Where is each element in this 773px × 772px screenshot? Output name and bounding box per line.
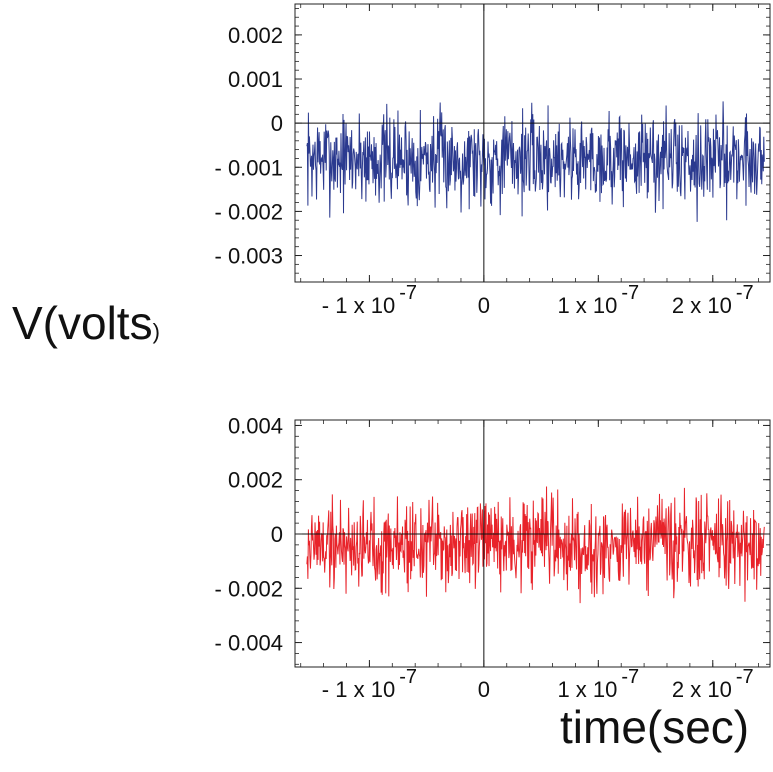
x-tick-label: 2 x 10 -7 xyxy=(672,282,754,318)
series-line xyxy=(306,486,765,604)
bottom-voltage-plot: 0.004 0.002 0 - 0.002 - 0.004 - 1 x 10 -7 0 1 x … xyxy=(215,413,771,702)
top-voltage-plot: 0.002 0.001 0 - 0.001 - 0.002 - 0.003 - 1 x 10… xyxy=(215,3,771,318)
x-tick-label: 0 xyxy=(478,677,490,702)
x-tick-label: 1 x 10 -7 xyxy=(557,666,639,702)
x-axis-label: time(sec) xyxy=(560,701,750,753)
x-tick-label: - 1 x 10 -7 xyxy=(322,666,417,702)
y-tick-label: 0 xyxy=(271,111,283,136)
plot-frame xyxy=(294,419,771,668)
y-tick-label: 0.002 xyxy=(228,23,283,48)
y-tick-label: 0.004 xyxy=(228,413,283,438)
y-tick-label: - 0.002 xyxy=(215,199,284,224)
y-tick-label: 0 xyxy=(271,522,283,547)
x-tick-label: 0 xyxy=(478,293,490,318)
y-tick-label: - 0.004 xyxy=(215,631,284,656)
y-tick-label: - 0.003 xyxy=(215,244,284,269)
y-tick-label: - 0.001 xyxy=(215,155,284,180)
y-tick-label: 0.002 xyxy=(228,468,283,493)
y-tick-label: - 0.002 xyxy=(215,576,284,601)
plot-frame xyxy=(294,3,771,283)
y-axis-label: V(volts) xyxy=(12,297,160,349)
series-line xyxy=(306,101,765,222)
x-tick-label: - 1 x 10 -7 xyxy=(322,282,417,318)
y-tick-label: 0.001 xyxy=(228,67,283,92)
x-tick-label: 1 x 10 -7 xyxy=(557,282,639,318)
x-tick-label: 2 x 10 -7 xyxy=(672,666,754,702)
